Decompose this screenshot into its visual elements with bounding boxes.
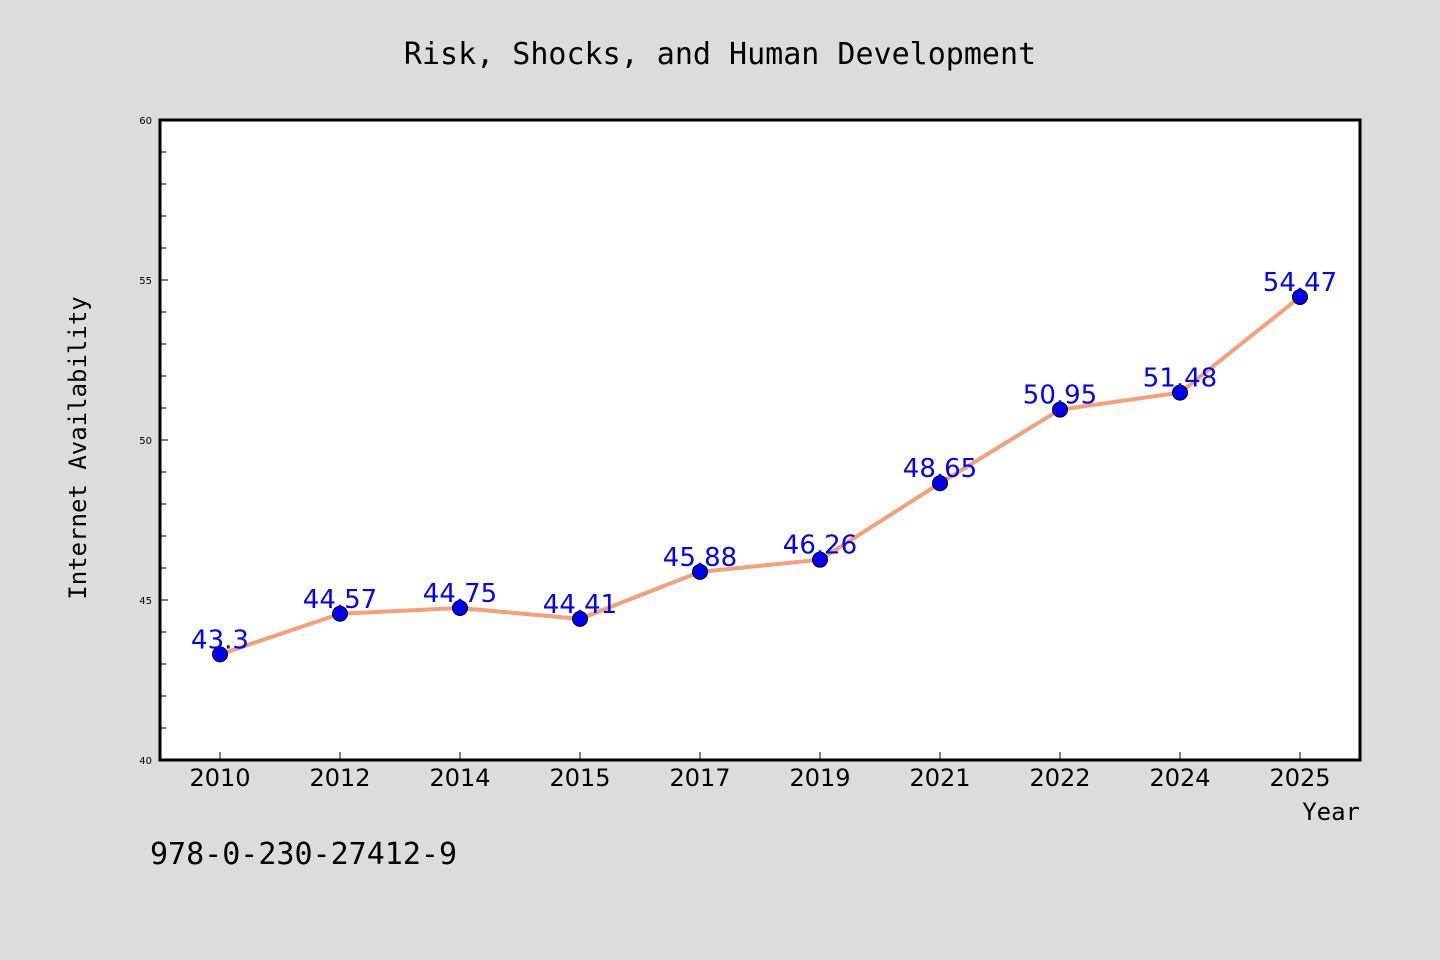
isbn-footer: 978-0-230-27412-9 xyxy=(150,837,457,872)
data-label: 44.75 xyxy=(423,579,497,609)
data-label: 51.48 xyxy=(1143,364,1217,394)
data-label: 44.41 xyxy=(543,590,617,620)
data-label: 43.3 xyxy=(191,625,249,655)
x-tick-label: 2021 xyxy=(909,764,970,792)
x-tick-label: 2015 xyxy=(549,764,610,792)
y-tick-label: 45 xyxy=(139,596,152,607)
data-point xyxy=(1292,288,1308,305)
x-tick-label: 2017 xyxy=(669,764,730,792)
x-tick-label: 2012 xyxy=(309,764,370,792)
data-point xyxy=(812,551,828,568)
data-label: 44.57 xyxy=(303,585,377,615)
y-axis-ticks xyxy=(160,119,168,761)
data-point xyxy=(212,646,228,663)
x-axis: 2010 2012 2014 2015 2017 2019 2021 2022 2024 2025 xyxy=(189,752,1331,792)
x-tick-label: 2022 xyxy=(1029,764,1090,792)
x-tick-label: 2010 xyxy=(189,764,250,792)
x-tick-label: 2024 xyxy=(1149,764,1210,792)
data-point xyxy=(1052,401,1068,418)
x-tick-label: 2014 xyxy=(429,764,490,792)
x-tick-label: 2025 xyxy=(1269,764,1330,792)
data-point xyxy=(332,605,348,622)
data-point xyxy=(572,610,588,627)
data-labels: 43.3 44.57 44.75 44.41 45.88 46.26 48.65 50.95 5… xyxy=(191,268,1337,655)
data-point xyxy=(1172,384,1188,401)
y-tick-label: 55 xyxy=(139,276,152,287)
y-tick-label: 60 xyxy=(139,116,152,127)
y-axis-label: Internet Availability xyxy=(64,296,92,599)
data-point xyxy=(932,475,948,492)
data-label: 45.88 xyxy=(663,543,737,573)
y-tick-label: 40 xyxy=(139,756,152,767)
data-label: 46.26 xyxy=(783,531,857,561)
data-label: 50.95 xyxy=(1023,381,1097,411)
plot-area xyxy=(158,118,1362,762)
data-point xyxy=(452,600,468,616)
data-point xyxy=(692,563,708,580)
chart-title: Risk, Shocks, and Human Development xyxy=(404,37,1036,72)
y-tick-label: 50 xyxy=(139,436,152,447)
data-label: 54.47 xyxy=(1263,268,1337,298)
series-line xyxy=(218,294,1302,657)
x-axis-label: Year xyxy=(1302,798,1360,826)
data-label: 48.65 xyxy=(903,454,977,484)
y-axis: 40 45 50 55 60 xyxy=(139,116,152,767)
x-tick-label: 2019 xyxy=(789,764,850,792)
series-group xyxy=(212,288,1308,663)
